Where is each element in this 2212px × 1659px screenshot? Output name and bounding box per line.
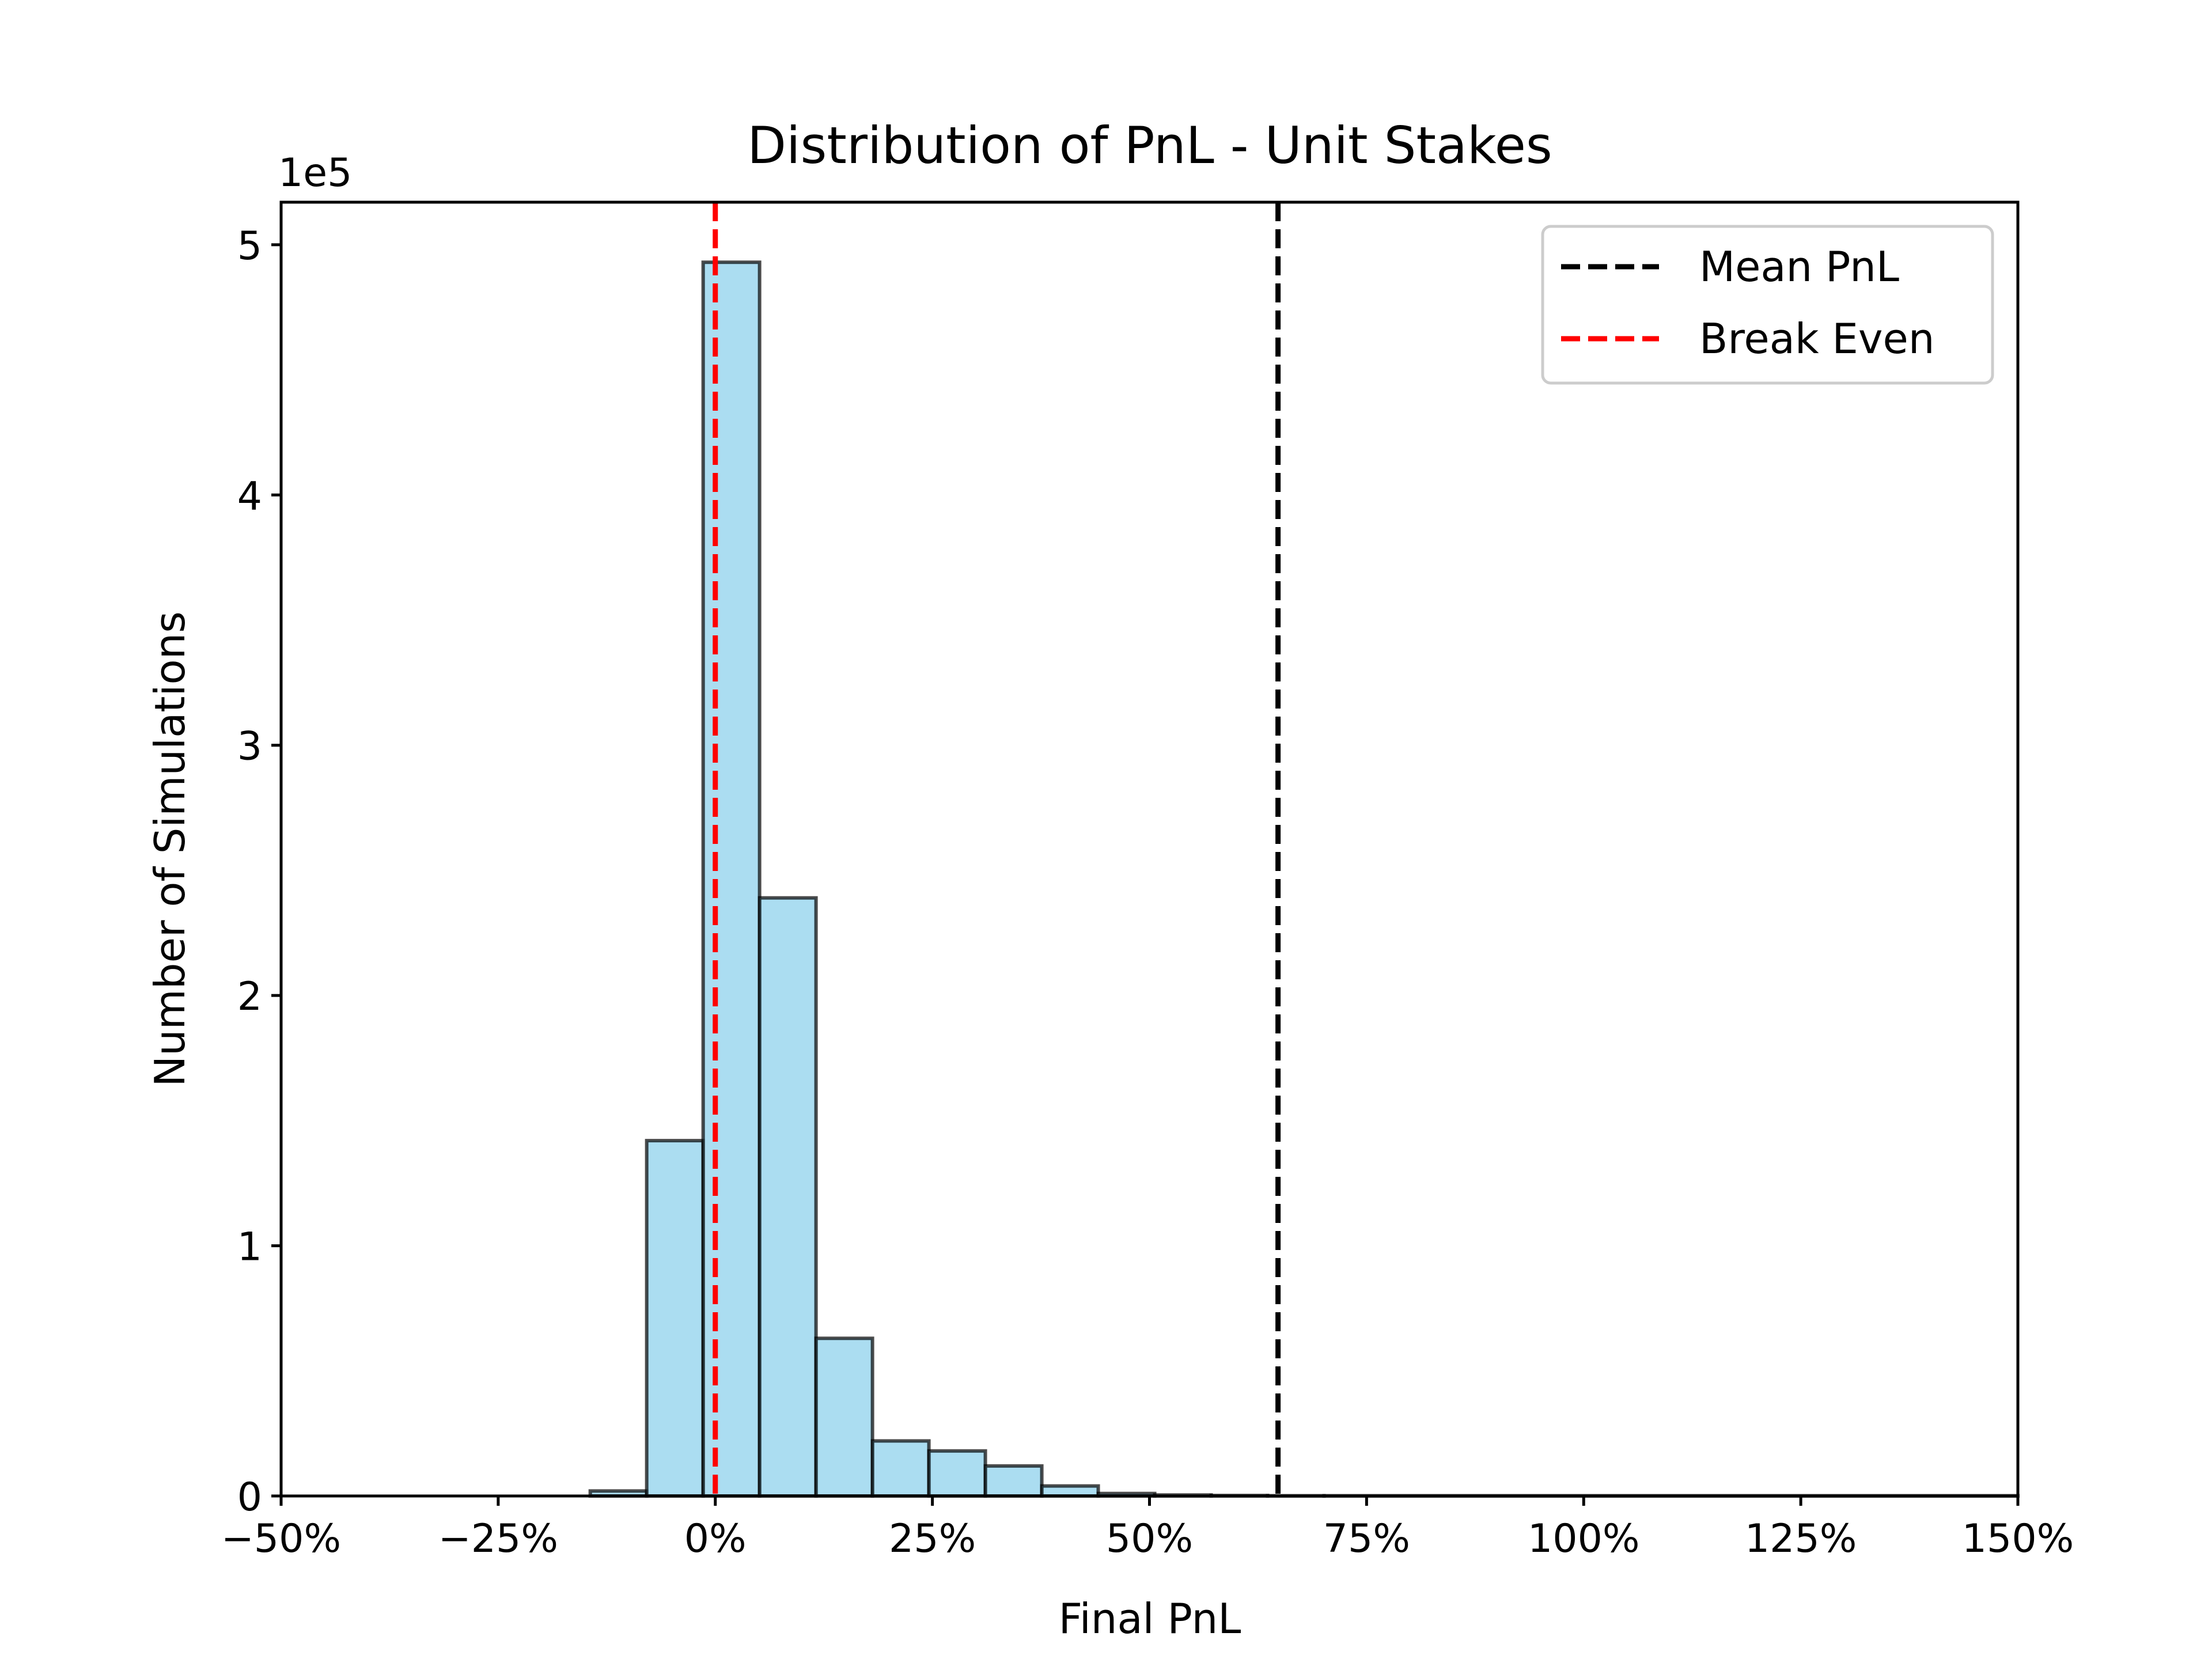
legend-label-mean-pnl: Mean PnL [1699, 243, 1899, 291]
histogram-bar [645, 1139, 705, 1498]
histogram-bar [870, 1439, 931, 1498]
legend-label-break-even: Break Even [1699, 315, 1934, 363]
histogram-bar [701, 260, 762, 1498]
x-tick-label: 50% [1106, 1516, 1193, 1562]
x-tick-label: −50% [221, 1516, 341, 1562]
x-tick-label: −25% [438, 1516, 558, 1562]
histogram-bar [757, 896, 818, 1498]
y-axis-ticks: 0 1 2 3 4 5 [237, 224, 281, 1520]
plot-area-frame [279, 200, 2020, 1498]
y-axis-label: Number of Simulations [146, 611, 194, 1086]
x-axis-ticks: −50% −25% 0% 25% 50% 75% 100% 125% 150% [221, 1496, 2074, 1562]
x-tick-label: 25% [889, 1516, 976, 1562]
histogram-bar [814, 1336, 874, 1498]
legend: Mean PnL Break Even [1541, 225, 1994, 385]
x-tick-label: 75% [1323, 1516, 1410, 1562]
y-tick-label: 5 [237, 224, 262, 269]
histogram-bar [1040, 1484, 1100, 1498]
histogram-bars [588, 260, 2020, 1498]
histogram-bar [983, 1464, 1044, 1498]
x-tick-label: 100% [1528, 1516, 1639, 1562]
x-axis-label: Final PnL [1059, 1594, 1241, 1643]
y-tick-label: 3 [237, 724, 262, 770]
y-tick-label: 0 [237, 1475, 262, 1520]
y-tick-label: 2 [237, 974, 262, 1020]
x-tick-label: 0% [684, 1516, 747, 1562]
y-tick-label: 1 [237, 1225, 262, 1270]
y-tick-label: 4 [237, 474, 262, 519]
chart-title: Distribution of PnL - Unit Stakes [747, 116, 1552, 175]
histogram-bar [927, 1449, 987, 1498]
x-tick-label: 150% [1962, 1516, 2074, 1562]
y-scale-label: 1e5 [278, 150, 352, 196]
x-tick-label: 125% [1745, 1516, 1857, 1562]
